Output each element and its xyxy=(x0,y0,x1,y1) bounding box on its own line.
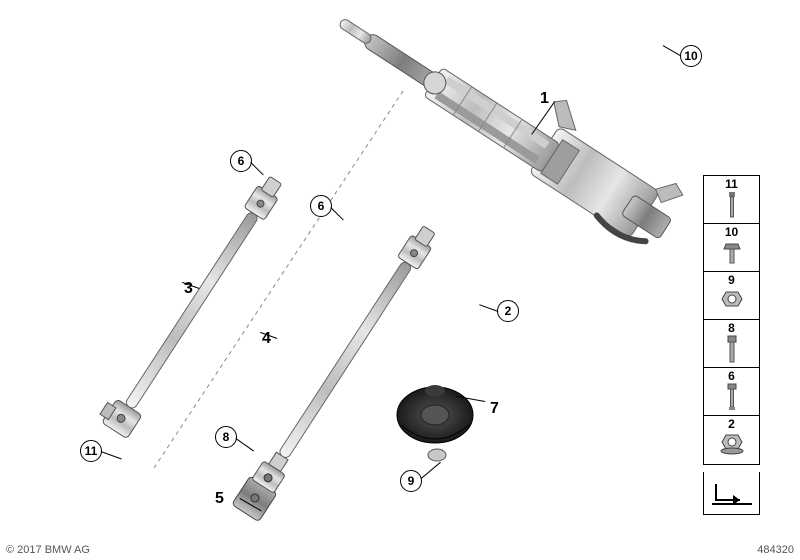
legend-cell-8: 8 xyxy=(704,320,759,368)
legend-footer-arrow-cell xyxy=(703,472,760,515)
flangenut-icon xyxy=(719,432,745,461)
legend-cell-2: 2 xyxy=(704,416,759,464)
callout-6: 6 xyxy=(310,195,332,217)
legend-num: 10 xyxy=(725,226,738,238)
callout-9: 9 xyxy=(400,470,422,492)
diagram-id-text: 484320 xyxy=(757,544,794,556)
bolt2-icon xyxy=(723,336,741,371)
callout-7: 7 xyxy=(490,400,499,418)
parts-legend: 11 10 9 8 6 2 xyxy=(703,175,760,465)
legend-cell-10: 10 xyxy=(704,224,759,272)
copyright-text: © 2017 BMW AG xyxy=(6,544,90,556)
legend-cell-6: 6 xyxy=(704,368,759,416)
bent-arrow-icon xyxy=(710,478,754,508)
callout-11: 11 xyxy=(80,440,102,462)
screw-icon xyxy=(722,240,742,271)
hexnut-icon xyxy=(720,288,744,315)
callout-10: 10 xyxy=(680,45,702,67)
callout-2: 2 xyxy=(497,300,519,322)
bolt3-icon xyxy=(723,384,741,419)
legend-num: 8 xyxy=(728,322,735,334)
legend-num: 11 xyxy=(725,178,738,190)
callout-5: 5 xyxy=(215,490,224,508)
legend-cell-9: 9 xyxy=(704,272,759,320)
legend-cell-11: 11 xyxy=(704,176,759,224)
callout-1: 1 xyxy=(540,90,549,108)
legend-num: 2 xyxy=(728,418,735,430)
diagram-canvas: 12345667891011 11109862 © 2017 BMW AG 48… xyxy=(0,0,800,560)
callout-6: 6 xyxy=(230,150,252,172)
callout-8: 8 xyxy=(215,426,237,448)
bolt-icon xyxy=(723,192,741,227)
legend-num: 6 xyxy=(728,370,735,382)
legend-num: 9 xyxy=(728,274,735,286)
